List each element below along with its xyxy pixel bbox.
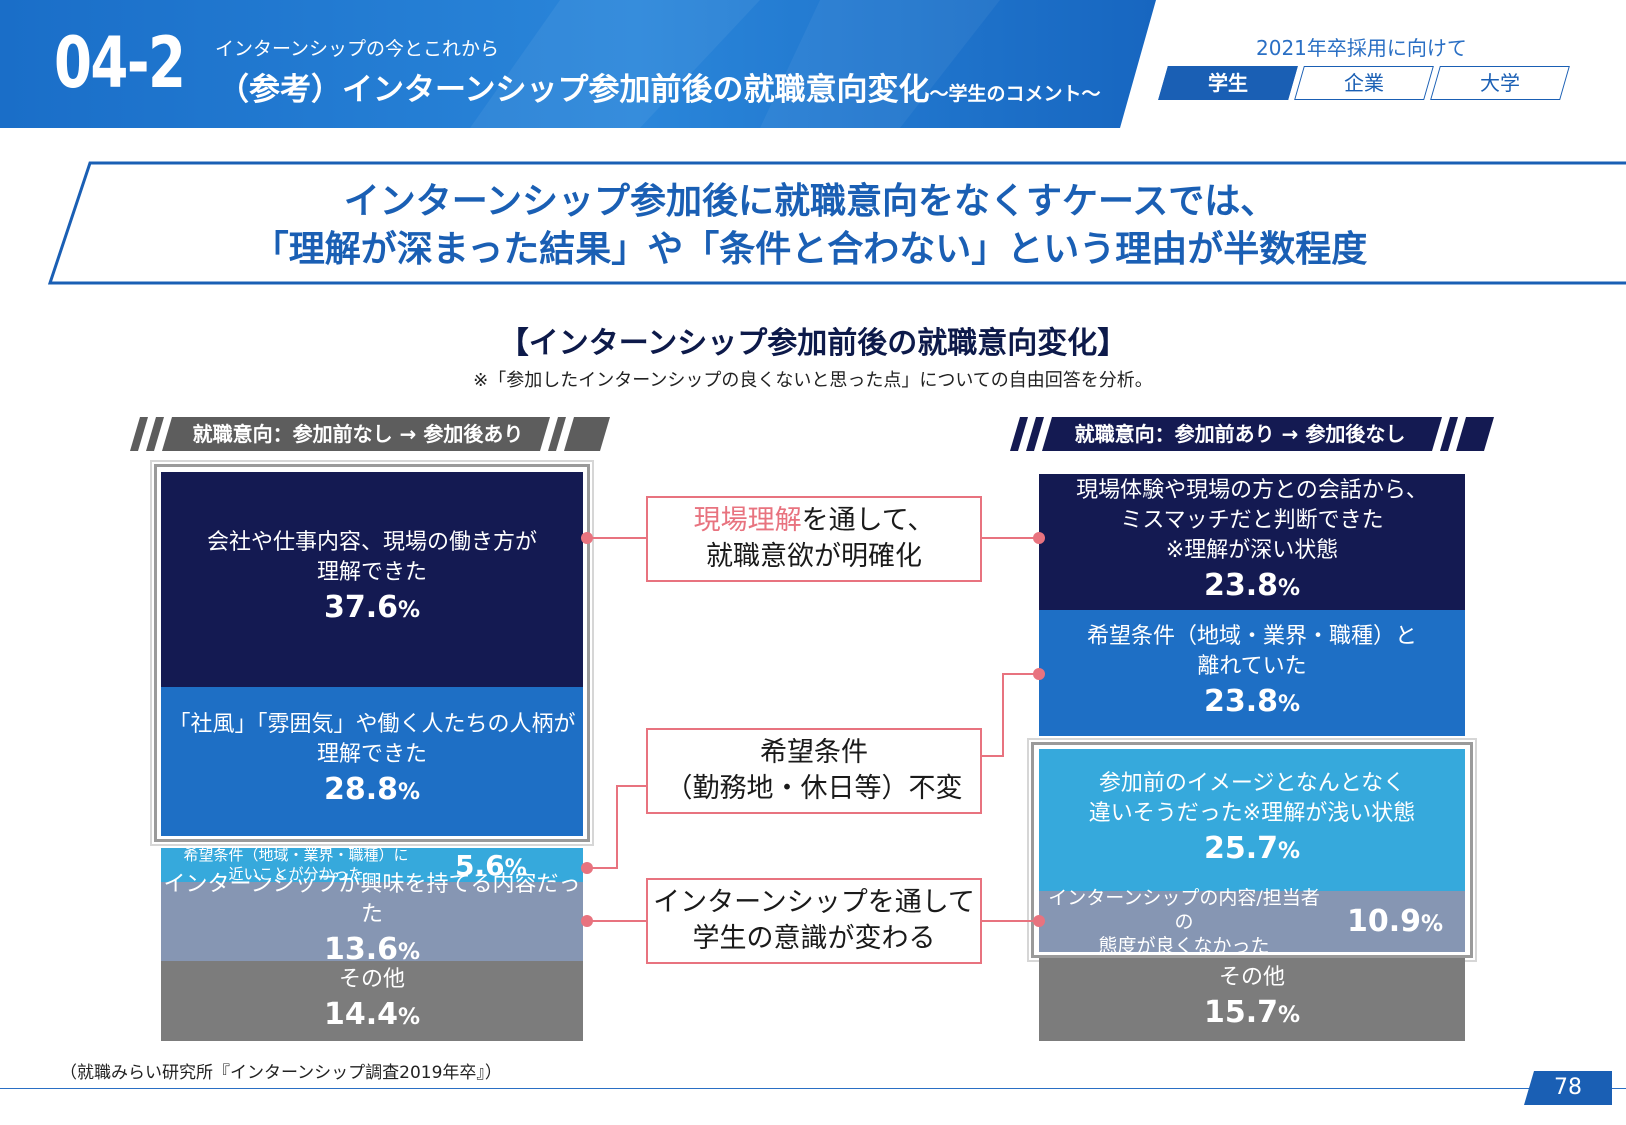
right-block-4-label-1: インターンシップの内容/担当者の: [1048, 886, 1320, 933]
left-block-2-label-2: 理解できた: [316, 742, 427, 767]
right-banner-label: 就職意向：参加前あり → 参加後なし: [1074, 422, 1406, 446]
left-banner-bg: [130, 417, 610, 451]
page-title-text: （参考）インターンシップ参加前後の就職意向変化: [218, 72, 930, 108]
right-block-3-label-1: 参加前のイメージとなんとなく: [1098, 770, 1406, 796]
headline-frame: [47, 161, 1626, 285]
callout-awareness-change: インターンシップを通して 学生の意識が変わる: [646, 878, 982, 964]
left-highlight-frame: [150, 460, 594, 846]
right-block-1-label-1: 現場体験や現場の方との会話から、: [1076, 477, 1428, 503]
left-block-3-label-2: 近いことが分かった: [228, 865, 364, 883]
callout-3-line-1: インターンシップを通して: [653, 887, 975, 918]
headline: インターンシップ参加後に就職意向をなくすケースでは、 「理解が深まった結果」や「…: [80, 178, 1540, 274]
page-title-suffix: ～学生のコメント～: [929, 83, 1101, 105]
right-block-4-labels: インターンシップの内容/担当者の 態度が良くなかった: [1039, 886, 1329, 958]
source-citation: （就職みらい研究所『インターンシップ調査2019年卒』）: [60, 1063, 502, 1083]
right-block-conditions-differ: 希望条件（地域・業界・職種）と 離れていた 23.8%: [1039, 610, 1465, 736]
left-block-3-value: 5.6%: [455, 848, 527, 882]
left-block-other: その他 14.4%: [161, 961, 583, 1041]
right-block-2-value: 23.8%: [1203, 683, 1301, 719]
right-block-1-value: 23.8%: [1203, 567, 1301, 603]
left-block-understood-culture: 「社風」「雰囲気」や働く人たちの人柄が 理解できた 28.8%: [161, 687, 583, 836]
tab-university[interactable]: 大学: [1480, 71, 1520, 95]
left-block-conditions-match: 希望条件（地域・業界・職種）に 近いことが分かった 5.6%: [161, 846, 583, 884]
left-block-5-value: 14.4%: [323, 996, 421, 1032]
left-banner: 就職意向：参加前なし → 参加後あり: [130, 417, 610, 451]
callout-1-line-2: 就職意欲が明確化: [706, 541, 922, 572]
left-block-2-value: 28.8%: [323, 772, 421, 807]
left-block-3-label-1: 希望条件（地域・業界・職種）に: [183, 846, 409, 864]
callout-2-line-2: （勤務地・休日等）不変: [665, 773, 963, 804]
headline-line-1: インターンシップ参加後に就職意向をなくすケースでは、: [343, 181, 1277, 222]
chart-note: ※「参加したインターンシップの良くないと思った点」についての自由回答を分析。: [473, 370, 1153, 391]
page-title: （参考）インターンシップ参加前後の就職意向変化～学生のコメント～: [218, 64, 1100, 109]
right-highlight-frame: [1027, 738, 1477, 962]
right-block-mismatch: 現場体験や現場の方との会話から、 ミスマッチだと判断できた ※理解が深い状態 2…: [1039, 474, 1465, 610]
headline-line-2: 「理解が深まった結果」や「条件と合わない」という理由が半数程度: [252, 229, 1368, 270]
left-block-1-value: 37.6%: [323, 590, 421, 625]
right-block-bad-content: インターンシップの内容/担当者の 態度が良くなかった 10.9%: [1039, 887, 1465, 957]
section-subtitle: インターンシップの今とこれから: [215, 38, 500, 60]
right-block-2-label-1: 希望条件（地域・業界・職種）と: [1086, 623, 1417, 649]
right-block-4-value: 10.9%: [1347, 904, 1444, 939]
left-block-2-label-1: 「社風」「雰囲気」や働く人たちの人柄が: [168, 712, 576, 737]
right-block-3-label-2: 違いそうだった※理解が浅い状態: [1088, 800, 1416, 826]
year-label: 2021年卒採用に向けて: [1256, 36, 1467, 60]
section-number: 04-2: [54, 22, 186, 104]
callout-1-line-1: 現場理解を通して、: [648, 503, 980, 539]
page-number: 78: [1554, 1075, 1582, 1100]
left-block-4-label: インターンシップが興味を持てる内容だった: [163, 872, 581, 927]
right-block-5-label: その他: [1218, 965, 1285, 990]
footer-divider: [0, 1088, 1626, 1089]
tab-company[interactable]: 企業: [1344, 71, 1384, 95]
left-banner-label: 就職意向：参加前なし → 参加後あり: [192, 422, 524, 446]
right-block-1-label-3: ※理解が深い状態: [1165, 537, 1339, 563]
left-block-interesting-content: インターンシップが興味を持てる内容だった 13.6%: [161, 872, 583, 967]
header-background: [0, 0, 1156, 128]
left-block-1-label-1: 会社や仕事内容、現場の働き方が: [206, 530, 537, 555]
page-number-bg: [1524, 1071, 1612, 1105]
left-block-3-labels: 希望条件（地域・業界・職種）に 近いことが分かった: [161, 846, 431, 884]
callout-2-line-1: 希望条件: [760, 737, 868, 768]
right-block-4-label-2: 態度が良くなかった: [1098, 934, 1270, 957]
right-block-other: その他 15.7%: [1039, 958, 1465, 1041]
tab-student[interactable]: 学生: [1208, 71, 1248, 95]
chart-title: 【インターンシップ参加前後の就職意向変化】: [498, 326, 1128, 361]
right-block-image-differ: 参加前のイメージとなんとなく 違いそうだった※理解が浅い状態 25.7%: [1039, 749, 1465, 891]
callout-field-understanding: 現場理解を通して、 就職意欲が明確化: [646, 496, 982, 582]
header-band: [0, 0, 1626, 128]
left-block-5-label: その他: [338, 966, 405, 992]
right-block-3-value: 25.7%: [1203, 830, 1301, 866]
right-block-1-label-2: ミスマッチだと判断できた: [1120, 507, 1384, 533]
callout-1-rest: を通して、: [801, 505, 935, 536]
right-banner: 就職意向：参加前あり → 参加後なし: [1010, 417, 1494, 451]
right-banner-bg: [1010, 417, 1494, 451]
callout-conditions-unchanged: 希望条件 （勤務地・休日等）不変: [646, 728, 982, 814]
callout-1-highlight: 現場理解: [693, 505, 802, 536]
left-block-1-label-2: 理解できた: [316, 560, 427, 585]
right-block-2-label-2: 離れていた: [1197, 653, 1307, 679]
callout-3-line-2: 学生の意識が変わる: [692, 923, 936, 954]
right-block-5-value: 15.7%: [1203, 995, 1301, 1030]
left-block-understood-work: 会社や仕事内容、現場の働き方が 理解できた 37.6%: [161, 472, 583, 687]
